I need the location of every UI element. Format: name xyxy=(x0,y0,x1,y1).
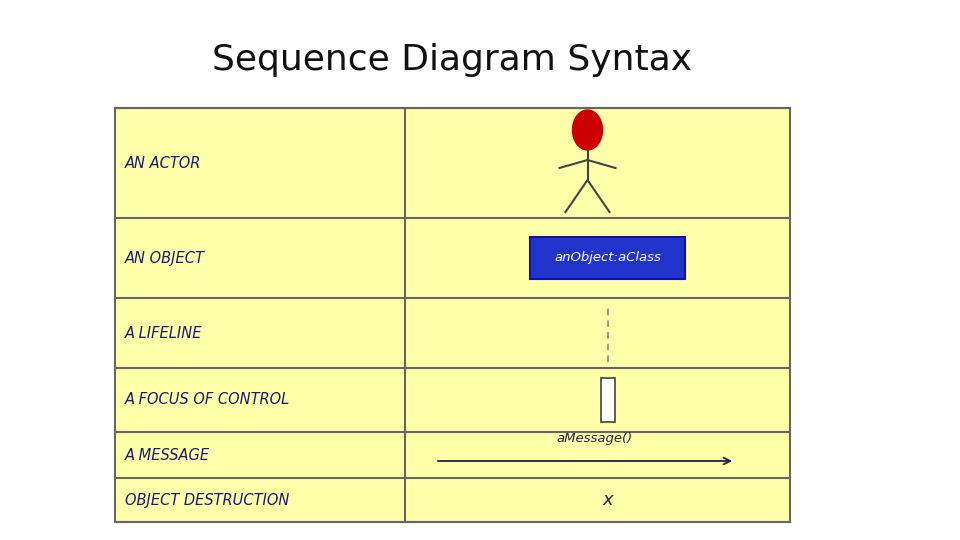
Text: AN ACTOR: AN ACTOR xyxy=(125,156,202,171)
Bar xyxy=(601,378,614,422)
Text: aMessage(): aMessage() xyxy=(557,431,633,444)
Ellipse shape xyxy=(572,110,603,150)
Text: Sequence Diagram Syntax: Sequence Diagram Syntax xyxy=(212,43,692,77)
Text: OBJECT DESTRUCTION: OBJECT DESTRUCTION xyxy=(125,492,289,508)
Text: anObject:aClass: anObject:aClass xyxy=(554,252,660,265)
Text: A LIFELINE: A LIFELINE xyxy=(125,326,203,341)
Text: AN OBJECT: AN OBJECT xyxy=(125,251,204,266)
Bar xyxy=(530,237,685,279)
Text: A MESSAGE: A MESSAGE xyxy=(125,448,210,462)
Bar xyxy=(115,108,790,522)
Text: x: x xyxy=(602,491,612,509)
Text: A FOCUS OF CONTROL: A FOCUS OF CONTROL xyxy=(125,393,290,408)
